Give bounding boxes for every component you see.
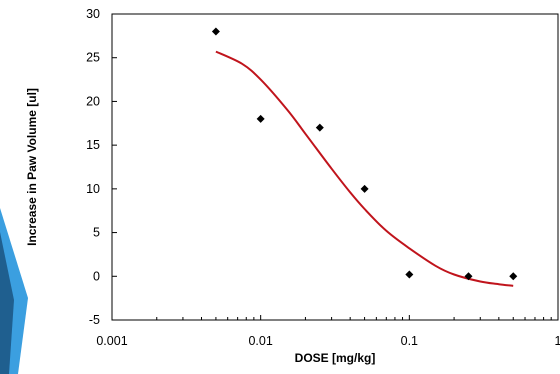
data-points — [211, 27, 518, 281]
fit-curve — [215, 50, 514, 287]
x-tick-label: 0.001 — [96, 334, 127, 348]
y-tick-label: 5 — [93, 226, 100, 240]
x-tick-label: 1 — [555, 334, 560, 348]
x-axis-title: DOSE [mg/kg] — [295, 351, 376, 365]
y-axis-title: Increase in Paw Volume [ul] — [25, 88, 39, 246]
y-tick-label: 0 — [93, 269, 100, 283]
y-tick-label: 25 — [86, 51, 100, 65]
x-axis-ticks — [111, 315, 552, 320]
x-axis-tick-labels: 0.001 0.01 0.1 1 — [96, 334, 560, 348]
y-tick-label: 10 — [86, 182, 100, 196]
x-tick-label: 0.1 — [401, 334, 418, 348]
data-point — [211, 27, 220, 36]
decor-stripe-dark — [0, 232, 14, 374]
data-point — [464, 272, 473, 281]
y-tick-label: 30 — [86, 7, 100, 21]
data-point — [256, 114, 265, 123]
data-point — [315, 123, 324, 132]
y-tick-label: 20 — [86, 94, 100, 108]
y-tick-label: -5 — [89, 313, 100, 327]
data-point — [509, 272, 518, 281]
data-point — [405, 270, 414, 279]
y-tick-label: 15 — [86, 138, 100, 152]
x-tick-label: 0.01 — [248, 334, 272, 348]
y-axis-tick-labels: -5 0 5 10 15 20 25 30 — [86, 7, 100, 327]
data-point — [360, 184, 369, 193]
plot-area-frame — [111, 13, 559, 321]
y-axis-ticks — [112, 13, 117, 321]
